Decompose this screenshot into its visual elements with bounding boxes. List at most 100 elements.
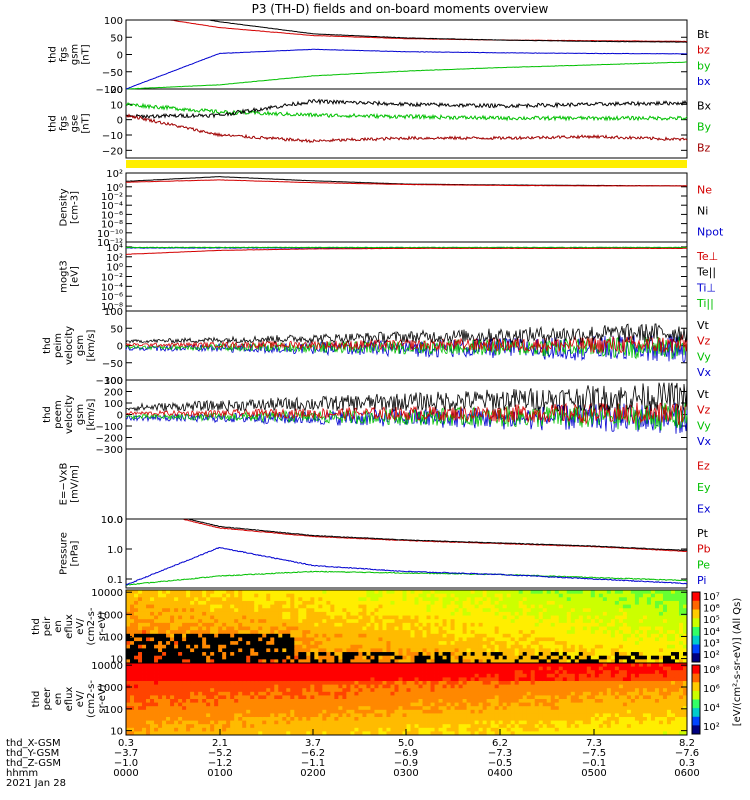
spectrogram-cell xyxy=(338,611,343,616)
spectrogram-cell xyxy=(246,600,251,605)
spectrogram-cell xyxy=(558,622,564,627)
spectrogram-cell xyxy=(142,648,147,653)
spectrogram-cell xyxy=(350,684,355,689)
spectrogram-cell xyxy=(310,619,315,624)
spectrogram-cell xyxy=(234,713,239,718)
spectrogram-cell xyxy=(446,720,451,725)
spectrogram-cell xyxy=(390,593,395,598)
spectrogram-cell xyxy=(602,655,608,660)
spectrogram-cell xyxy=(362,713,367,718)
spectrogram-cell xyxy=(370,652,375,657)
spectrogram-cell xyxy=(594,637,600,642)
spectrogram-cell xyxy=(522,655,528,660)
spectrogram-cell xyxy=(302,727,307,732)
spectrogram-cell xyxy=(126,677,131,682)
spectrogram-cell xyxy=(186,644,191,649)
spectrogram-cell xyxy=(390,633,395,638)
spectrogram-cell xyxy=(366,677,371,682)
spectrogram-cell xyxy=(330,688,335,693)
spectrogram-cell xyxy=(254,706,259,711)
spectrogram-cell xyxy=(414,626,419,631)
spectrogram-cell xyxy=(486,691,492,696)
spectrogram-cell xyxy=(378,706,383,711)
spectrogram-cell xyxy=(174,670,179,675)
spectrogram-cell xyxy=(322,597,327,602)
spectrogram-cell xyxy=(418,663,423,667)
spectrogram-cell xyxy=(662,633,668,638)
spectrogram-cell xyxy=(450,681,455,685)
spectrogram-cell xyxy=(614,600,620,605)
spectrogram-cell xyxy=(238,590,243,595)
y-axis-label: [nT] xyxy=(81,113,92,133)
spectrogram-cell xyxy=(346,622,351,627)
spectrogram-cell xyxy=(566,593,572,598)
spectrogram-cell xyxy=(334,677,339,682)
spectrogram-cell xyxy=(502,702,508,707)
spectrogram-cell xyxy=(458,695,463,700)
spectrogram-cell xyxy=(130,702,135,707)
spectrogram-cell xyxy=(426,648,431,653)
spectrogram-cell xyxy=(426,600,431,605)
spectrogram-cell xyxy=(126,673,131,678)
spectrogram-cell xyxy=(410,677,415,682)
spectrogram-cell xyxy=(218,709,223,714)
spectrogram-cell xyxy=(166,611,171,616)
spectrogram-cell xyxy=(198,677,203,682)
spectrogram-cell xyxy=(138,717,143,721)
spectrogram-cell xyxy=(430,677,435,682)
spectrogram-cell xyxy=(654,600,660,605)
y-axis-label: en xyxy=(53,620,64,633)
spectrogram-cell xyxy=(406,608,411,613)
spectrogram-cell xyxy=(494,597,500,602)
spectrogram-cell xyxy=(218,670,223,675)
spectrogram-cell xyxy=(574,633,580,638)
spectrogram-cell xyxy=(558,611,564,616)
spectrogram-cell xyxy=(430,590,435,595)
spectrogram-cell xyxy=(514,633,520,638)
spectrogram-cell xyxy=(286,659,291,664)
spectrogram-cell xyxy=(330,619,335,624)
spectrogram-cell xyxy=(222,590,227,595)
spectrogram-cell xyxy=(570,637,576,642)
spectrogram-cell xyxy=(658,608,664,613)
spectrogram-cell xyxy=(618,597,624,602)
spectrogram-cell xyxy=(486,593,492,598)
spectrogram-cell xyxy=(242,688,247,693)
spectrogram-cell xyxy=(310,702,315,707)
spectrogram-cell xyxy=(354,666,359,671)
spectrogram-cell xyxy=(322,706,327,711)
spectrogram-cell xyxy=(426,691,431,696)
spectrogram-cell xyxy=(642,611,648,616)
spectrogram-cell xyxy=(150,717,155,721)
spectrogram-cell xyxy=(470,590,476,595)
spectrogram-cell xyxy=(154,731,159,736)
y-tick-label: 0 xyxy=(117,342,123,353)
spectrogram-cell xyxy=(158,684,163,689)
spectrogram-cell xyxy=(278,652,283,657)
spectrogram-cell xyxy=(286,713,291,718)
spectrogram-cell xyxy=(586,626,592,631)
spectrogram-cell xyxy=(278,600,283,605)
spectrogram-cell xyxy=(234,666,239,671)
spectrogram-cell xyxy=(538,600,544,605)
spectrogram-cell xyxy=(402,641,407,646)
spectrogram-cell xyxy=(130,663,135,667)
spectrogram-cell xyxy=(390,706,395,711)
spectrogram-cell xyxy=(486,644,492,649)
spectrogram-cell xyxy=(646,615,652,620)
spectrogram-cell xyxy=(506,720,512,725)
spectrogram-cell xyxy=(230,590,235,595)
spectrogram-cell xyxy=(134,673,139,678)
spectrogram-cell xyxy=(350,648,355,653)
spectrogram-cell xyxy=(334,590,339,595)
spectrogram-cell xyxy=(534,659,540,664)
spectrogram-cell xyxy=(494,673,500,678)
spectrogram-cell xyxy=(438,731,443,736)
spectrogram-cell xyxy=(634,648,640,653)
spectrogram-cell xyxy=(142,677,147,682)
spectrogram-cell xyxy=(626,652,632,657)
spectrogram-cell xyxy=(258,720,263,725)
spectrogram-cell xyxy=(214,659,219,664)
spectrogram-cell xyxy=(418,659,423,664)
spectrogram-cell xyxy=(186,590,191,595)
